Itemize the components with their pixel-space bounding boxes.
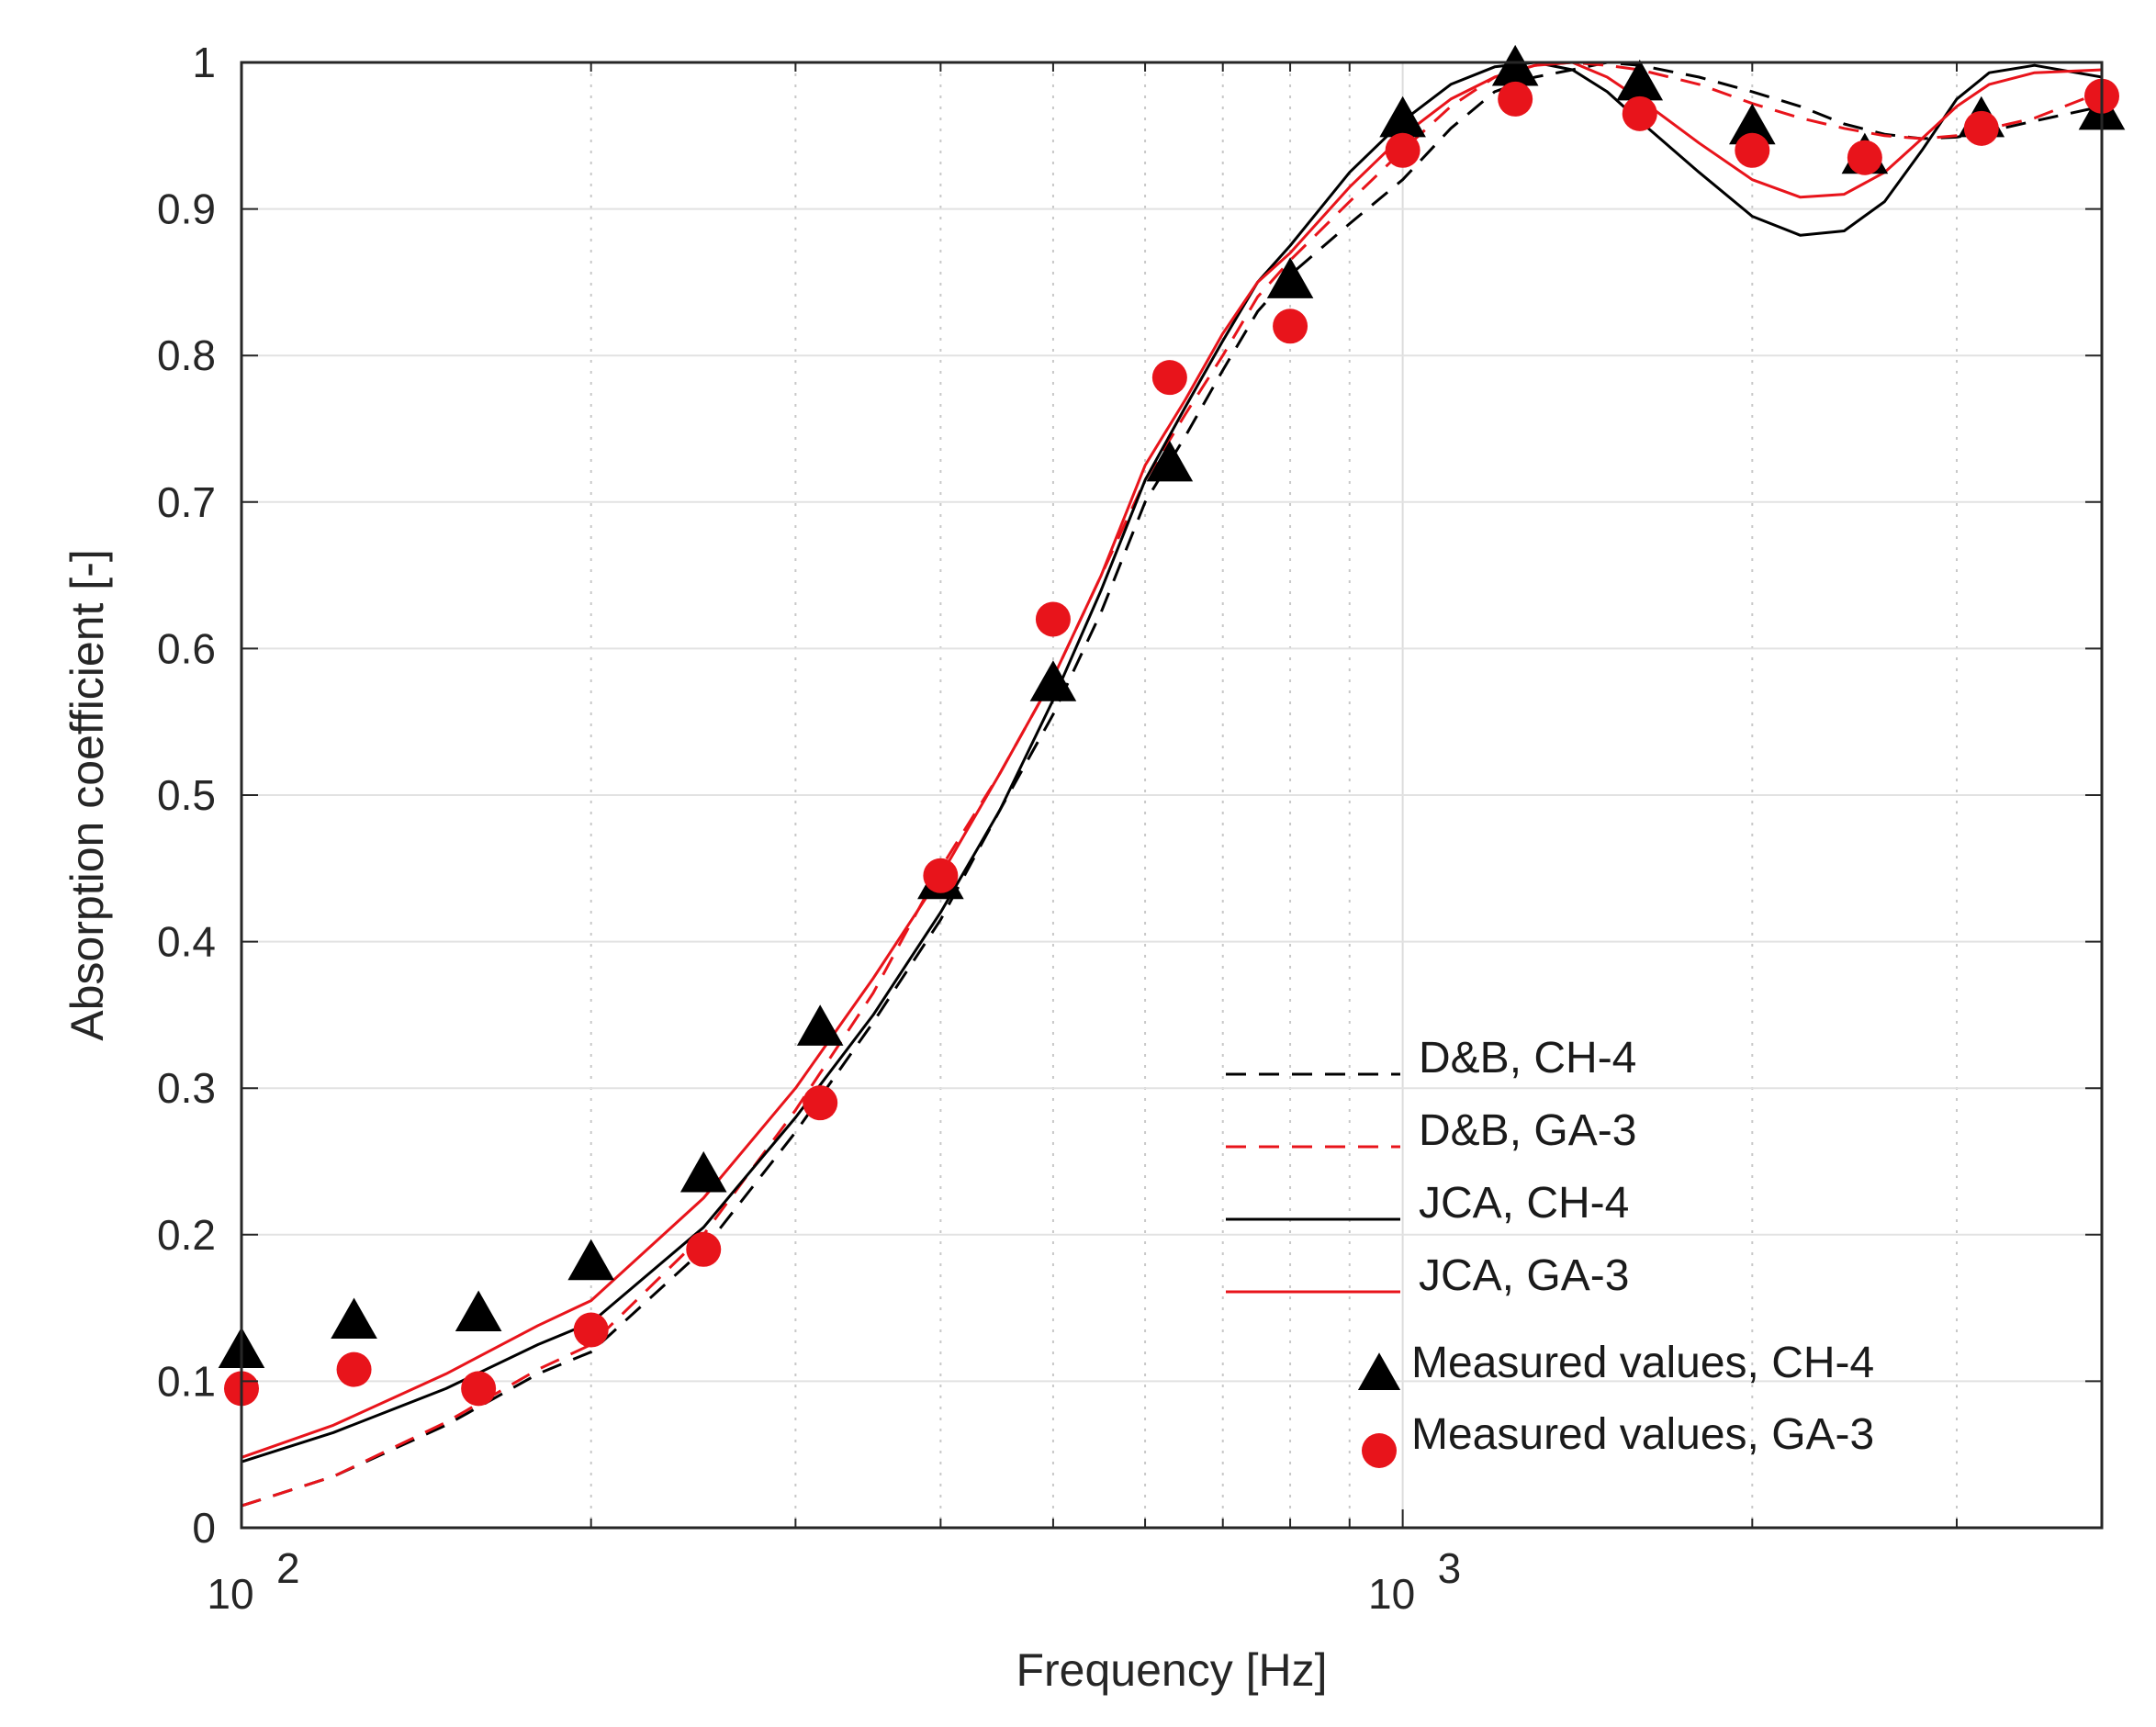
marker-measured-values-ch-4 xyxy=(1729,103,1776,145)
x-tick-labels: 10 2 10 3 xyxy=(207,1544,1461,1618)
marker-measured-values-ga-3 xyxy=(803,1085,838,1121)
y-tick-labels: 0 0.1 0.2 0.3 0.4 0.5 0.6 0.7 0.8 0.9 1 xyxy=(157,39,216,1552)
y-tick-label: 0.8 xyxy=(157,331,216,379)
marker-measured-values-ch-4 xyxy=(679,1150,727,1193)
series-layer xyxy=(241,61,2103,1508)
legend-label-measured-values-ch-4: Measured values, CH-4 xyxy=(1411,1339,1874,1387)
marker-measured-values-ga-3 xyxy=(923,858,959,893)
y-tick-label: 0.1 xyxy=(157,1357,216,1405)
legend-swatch-measured-values-ga-3 xyxy=(1362,1433,1397,1468)
series-line-d-b-ch-4 xyxy=(241,61,2103,1508)
marker-measured-values-ga-3 xyxy=(1963,110,1999,146)
marker-measured-values-ga-3 xyxy=(1498,81,1533,117)
marker-measured-values-ga-3 xyxy=(1385,132,1420,168)
legend-label-d-b-ch-4: D&B, CH-4 xyxy=(1419,1034,1636,1082)
y-axis-label: Absorption coefficient [-] xyxy=(62,549,113,1040)
y-tick-label: 0.7 xyxy=(157,478,216,526)
marker-measured-values-ch-4 xyxy=(1491,44,1539,86)
y-tick-label: 0.4 xyxy=(157,918,216,966)
marker-measured-values-ch-4 xyxy=(455,1290,502,1332)
marker-measured-values-ch-4 xyxy=(331,1297,377,1340)
marker-measured-values-ga-3 xyxy=(1622,95,1657,131)
marker-measured-values-ch-4 xyxy=(1379,95,1426,138)
marker-measured-values-ga-3 xyxy=(461,1371,497,1407)
marker-measured-values-ga-3 xyxy=(1847,140,1882,175)
marker-measured-values-ch-4 xyxy=(796,1004,844,1046)
x-tick-exponent: 2 xyxy=(276,1544,300,1592)
y-tick-label: 0.6 xyxy=(157,624,216,672)
legend-label-jca-ga-3: JCA, GA-3 xyxy=(1419,1251,1629,1300)
x-tick-label: 10 xyxy=(1368,1570,1415,1618)
x-tick-label: 10 xyxy=(207,1570,253,1618)
tick-marks xyxy=(241,62,2103,1529)
marker-measured-values-ga-3 xyxy=(1151,360,1187,396)
legend-label-measured-values-ga-3: Measured values, GA-3 xyxy=(1411,1410,1874,1459)
y-tick-label: 1 xyxy=(192,39,216,86)
markers-layer xyxy=(218,44,2126,1407)
marker-measured-values-ga-3 xyxy=(1735,132,1770,168)
x-tick-exponent: 3 xyxy=(1438,1544,1462,1592)
marker-measured-values-ch-4 xyxy=(567,1239,614,1281)
marker-measured-values-ga-3 xyxy=(573,1312,609,1348)
y-tick-label: 0.2 xyxy=(157,1211,216,1259)
marker-measured-values-ch-4 xyxy=(1266,257,1314,298)
y-tick-label: 0.9 xyxy=(157,185,216,233)
legend: D&B, CH-4 D&B, GA-3 JCA, CH-4 JCA, GA-3 Meas… xyxy=(1226,1034,1874,1468)
marker-measured-values-ga-3 xyxy=(1273,308,1308,344)
marker-measured-values-ga-3 xyxy=(336,1351,372,1387)
marker-measured-values-ch-4 xyxy=(1616,59,1664,101)
x-axis-label: Frequency [Hz] xyxy=(1016,1644,1327,1696)
legend-swatch-measured-values-ch-4 xyxy=(1357,1352,1401,1390)
marker-measured-values-ch-4 xyxy=(1029,660,1077,701)
y-tick-label: 0 xyxy=(192,1504,216,1552)
series-line-jca-ch-4 xyxy=(241,61,2103,1463)
marker-measured-values-ga-3 xyxy=(686,1231,722,1267)
y-tick-label: 0.5 xyxy=(157,771,216,819)
legend-label-d-b-ga-3: D&B, GA-3 xyxy=(1419,1106,1636,1155)
legend-label-jca-ch-4: JCA, CH-4 xyxy=(1419,1179,1629,1228)
series-line-jca-ga-3 xyxy=(241,61,2103,1459)
marker-measured-values-ga-3 xyxy=(1035,601,1071,637)
series-line-d-b-ga-3 xyxy=(241,61,2103,1508)
marker-measured-values-ch-4 xyxy=(1146,440,1194,482)
y-tick-label: 0.3 xyxy=(157,1064,216,1112)
